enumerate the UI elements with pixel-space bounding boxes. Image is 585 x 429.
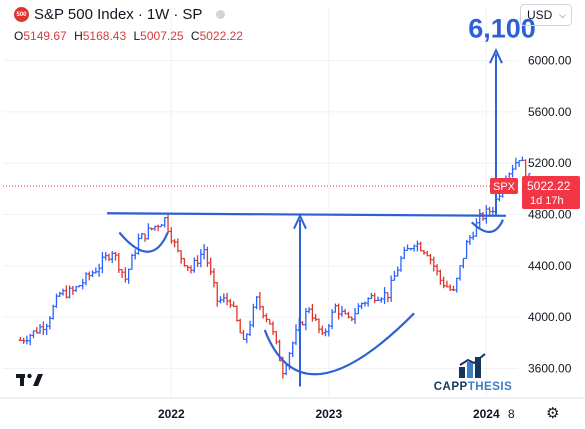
low-value: 5007.25	[140, 29, 184, 43]
target-label: 6,100	[468, 14, 536, 44]
capp-thesis-logo-icon	[459, 353, 486, 378]
low-label: L	[133, 29, 141, 43]
interval-label[interactable]: 1W	[146, 6, 170, 23]
page-indicator[interactable]: 8	[508, 407, 515, 421]
right-handle	[470, 219, 504, 233]
capp-thesis-watermark: CAPPTHESIS	[428, 353, 518, 393]
price-tick-label: 4000.00	[528, 310, 572, 324]
gear-icon[interactable]: ⚙	[546, 405, 560, 422]
time-tick-label: 2022	[158, 407, 185, 421]
price-tag	[522, 176, 580, 210]
symbol-tag-label: SPX	[493, 181, 516, 193]
open-label: O	[14, 29, 24, 43]
header-separator: ·	[173, 6, 179, 23]
market-status-icon	[216, 10, 226, 19]
time-tick-label: 2023	[315, 407, 342, 421]
open-value: 5149.67	[23, 29, 67, 43]
symbol-tag	[490, 178, 518, 195]
time-tick-label: 2024	[473, 407, 500, 421]
depth-arrowhead	[293, 213, 307, 230]
left-handle	[118, 231, 169, 253]
price-tick-label: 5200.00	[528, 156, 572, 170]
high-value: 5168.43	[82, 29, 127, 43]
symbol-title[interactable]: S&P 500 Index	[34, 6, 134, 23]
symbol-header[interactable]: 500 S&P 500 Index · 1W · SP	[14, 6, 226, 23]
cup-curve	[263, 312, 415, 376]
brand-thesis: THESIS	[467, 381, 513, 393]
tradingview-logo-icon[interactable]	[16, 371, 46, 392]
chevron-down-icon: ⌵	[559, 9, 566, 20]
close-label: C	[190, 29, 200, 43]
price-tick-label: 3600.00	[528, 361, 572, 375]
neckline	[107, 212, 506, 217]
high-label: H	[74, 29, 83, 43]
symbol-logo: 500	[14, 7, 29, 22]
price-tick-label: 4800.00	[528, 208, 572, 222]
target-arrowhead	[489, 47, 503, 64]
ohlc-legend: O5149.67 H5168.43 L5007.25 C5022.22	[14, 29, 247, 43]
price-tick-label: 4400.00	[528, 259, 572, 273]
price-tick-label: 5600.00	[528, 105, 572, 119]
header-separator: ·	[137, 6, 143, 23]
price-tag-countdown: 1d 17h	[530, 195, 564, 207]
price-tag-value: 5022.22	[527, 179, 571, 193]
currency-select[interactable]: USD ⌵	[520, 4, 572, 26]
brand-capp: CAPP	[433, 381, 468, 393]
currency-label: USD	[527, 8, 553, 22]
close-value: 5022.22	[199, 29, 243, 43]
price-tick-label: 6000.00	[528, 54, 572, 68]
exchange-label: SP	[182, 6, 203, 23]
